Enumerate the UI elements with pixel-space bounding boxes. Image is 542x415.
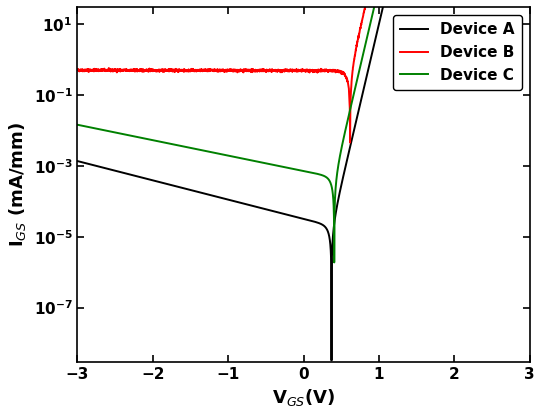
Device C (267, 162, 274, 167)
Y-axis label: I$_{GS}$ (mA/mm): I$_{GS}$ (mA/mm) (7, 122, 28, 247)
Line: Device B: Device B (78, 0, 530, 143)
Device A (328, 358, 335, 363)
Device B (267, 68, 274, 73)
Legend: Device A, Device B, Device C: Device A, Device B, Device C (392, 15, 522, 90)
Device B (152, 69, 159, 74)
Device B (126, 68, 132, 73)
Line: Device C: Device C (78, 0, 530, 262)
Device C (331, 260, 338, 265)
Device A (267, 208, 274, 213)
Device C (74, 122, 81, 127)
Device C (126, 133, 132, 138)
Device C (248, 158, 254, 163)
Device B (248, 68, 254, 73)
Device A (74, 159, 81, 164)
Device B (347, 140, 353, 145)
Device A (248, 203, 254, 208)
Device B (74, 67, 81, 72)
Device A (126, 172, 132, 177)
Device C (152, 138, 159, 143)
Device A (152, 178, 159, 183)
X-axis label: V$_{GS}$(V): V$_{GS}$(V) (272, 387, 335, 408)
Line: Device A: Device A (78, 0, 530, 361)
